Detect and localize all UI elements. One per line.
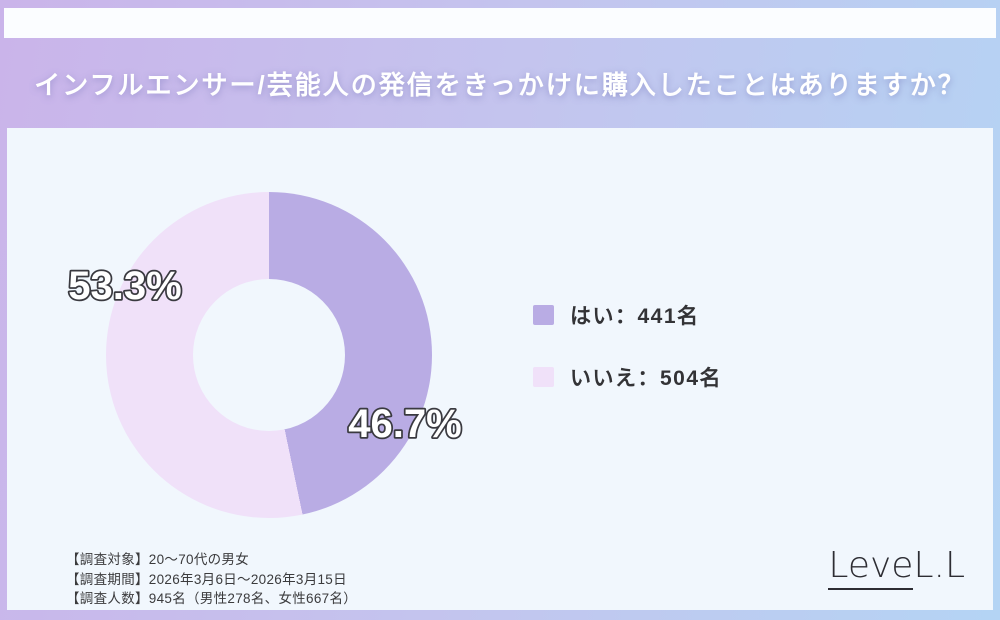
donut-chart — [106, 192, 432, 518]
top-strip — [4, 8, 996, 38]
content-panel: 53.3% 46.7% はい：441名 いいえ：504名 【調査対象】20〜70… — [7, 128, 993, 610]
legend-item-yes: はい：441名 — [533, 300, 722, 330]
survey-note-target: 【調査対象】20〜70代の男女 — [66, 552, 250, 567]
survey-note-period: 【調査期間】2026年3月6日〜2026年3月15日 — [66, 571, 347, 587]
brand-logo-underlined: Leve — [828, 544, 914, 591]
header: インフルエンサー/芸能人の発信をきっかけに購入したことはありますか？ — [0, 38, 1000, 128]
page-title: インフルエンサー/芸能人の発信をきっかけに購入したことはありますか？ — [34, 69, 966, 100]
legend-item-no: いいえ：504名 — [533, 362, 722, 392]
legend: はい：441名 いいえ：504名 — [533, 300, 722, 424]
legend-swatch-no — [533, 367, 554, 387]
legend-label-no: いいえ：504名 — [570, 367, 723, 390]
donut-hole — [193, 279, 345, 431]
brand-logo: LeveL.L — [828, 544, 965, 591]
legend-label-yes: はい：441名 — [570, 305, 700, 328]
brand-logo-rest: L.L — [913, 545, 965, 586]
legend-swatch-yes — [533, 305, 554, 325]
survey-note-count: 【調査人数】945名（男性278名、女性667名） — [66, 591, 358, 606]
survey-notes: 【調査対象】20〜70代の男女 【調査期間】2026年3月6日〜2026年3月1… — [66, 550, 357, 609]
